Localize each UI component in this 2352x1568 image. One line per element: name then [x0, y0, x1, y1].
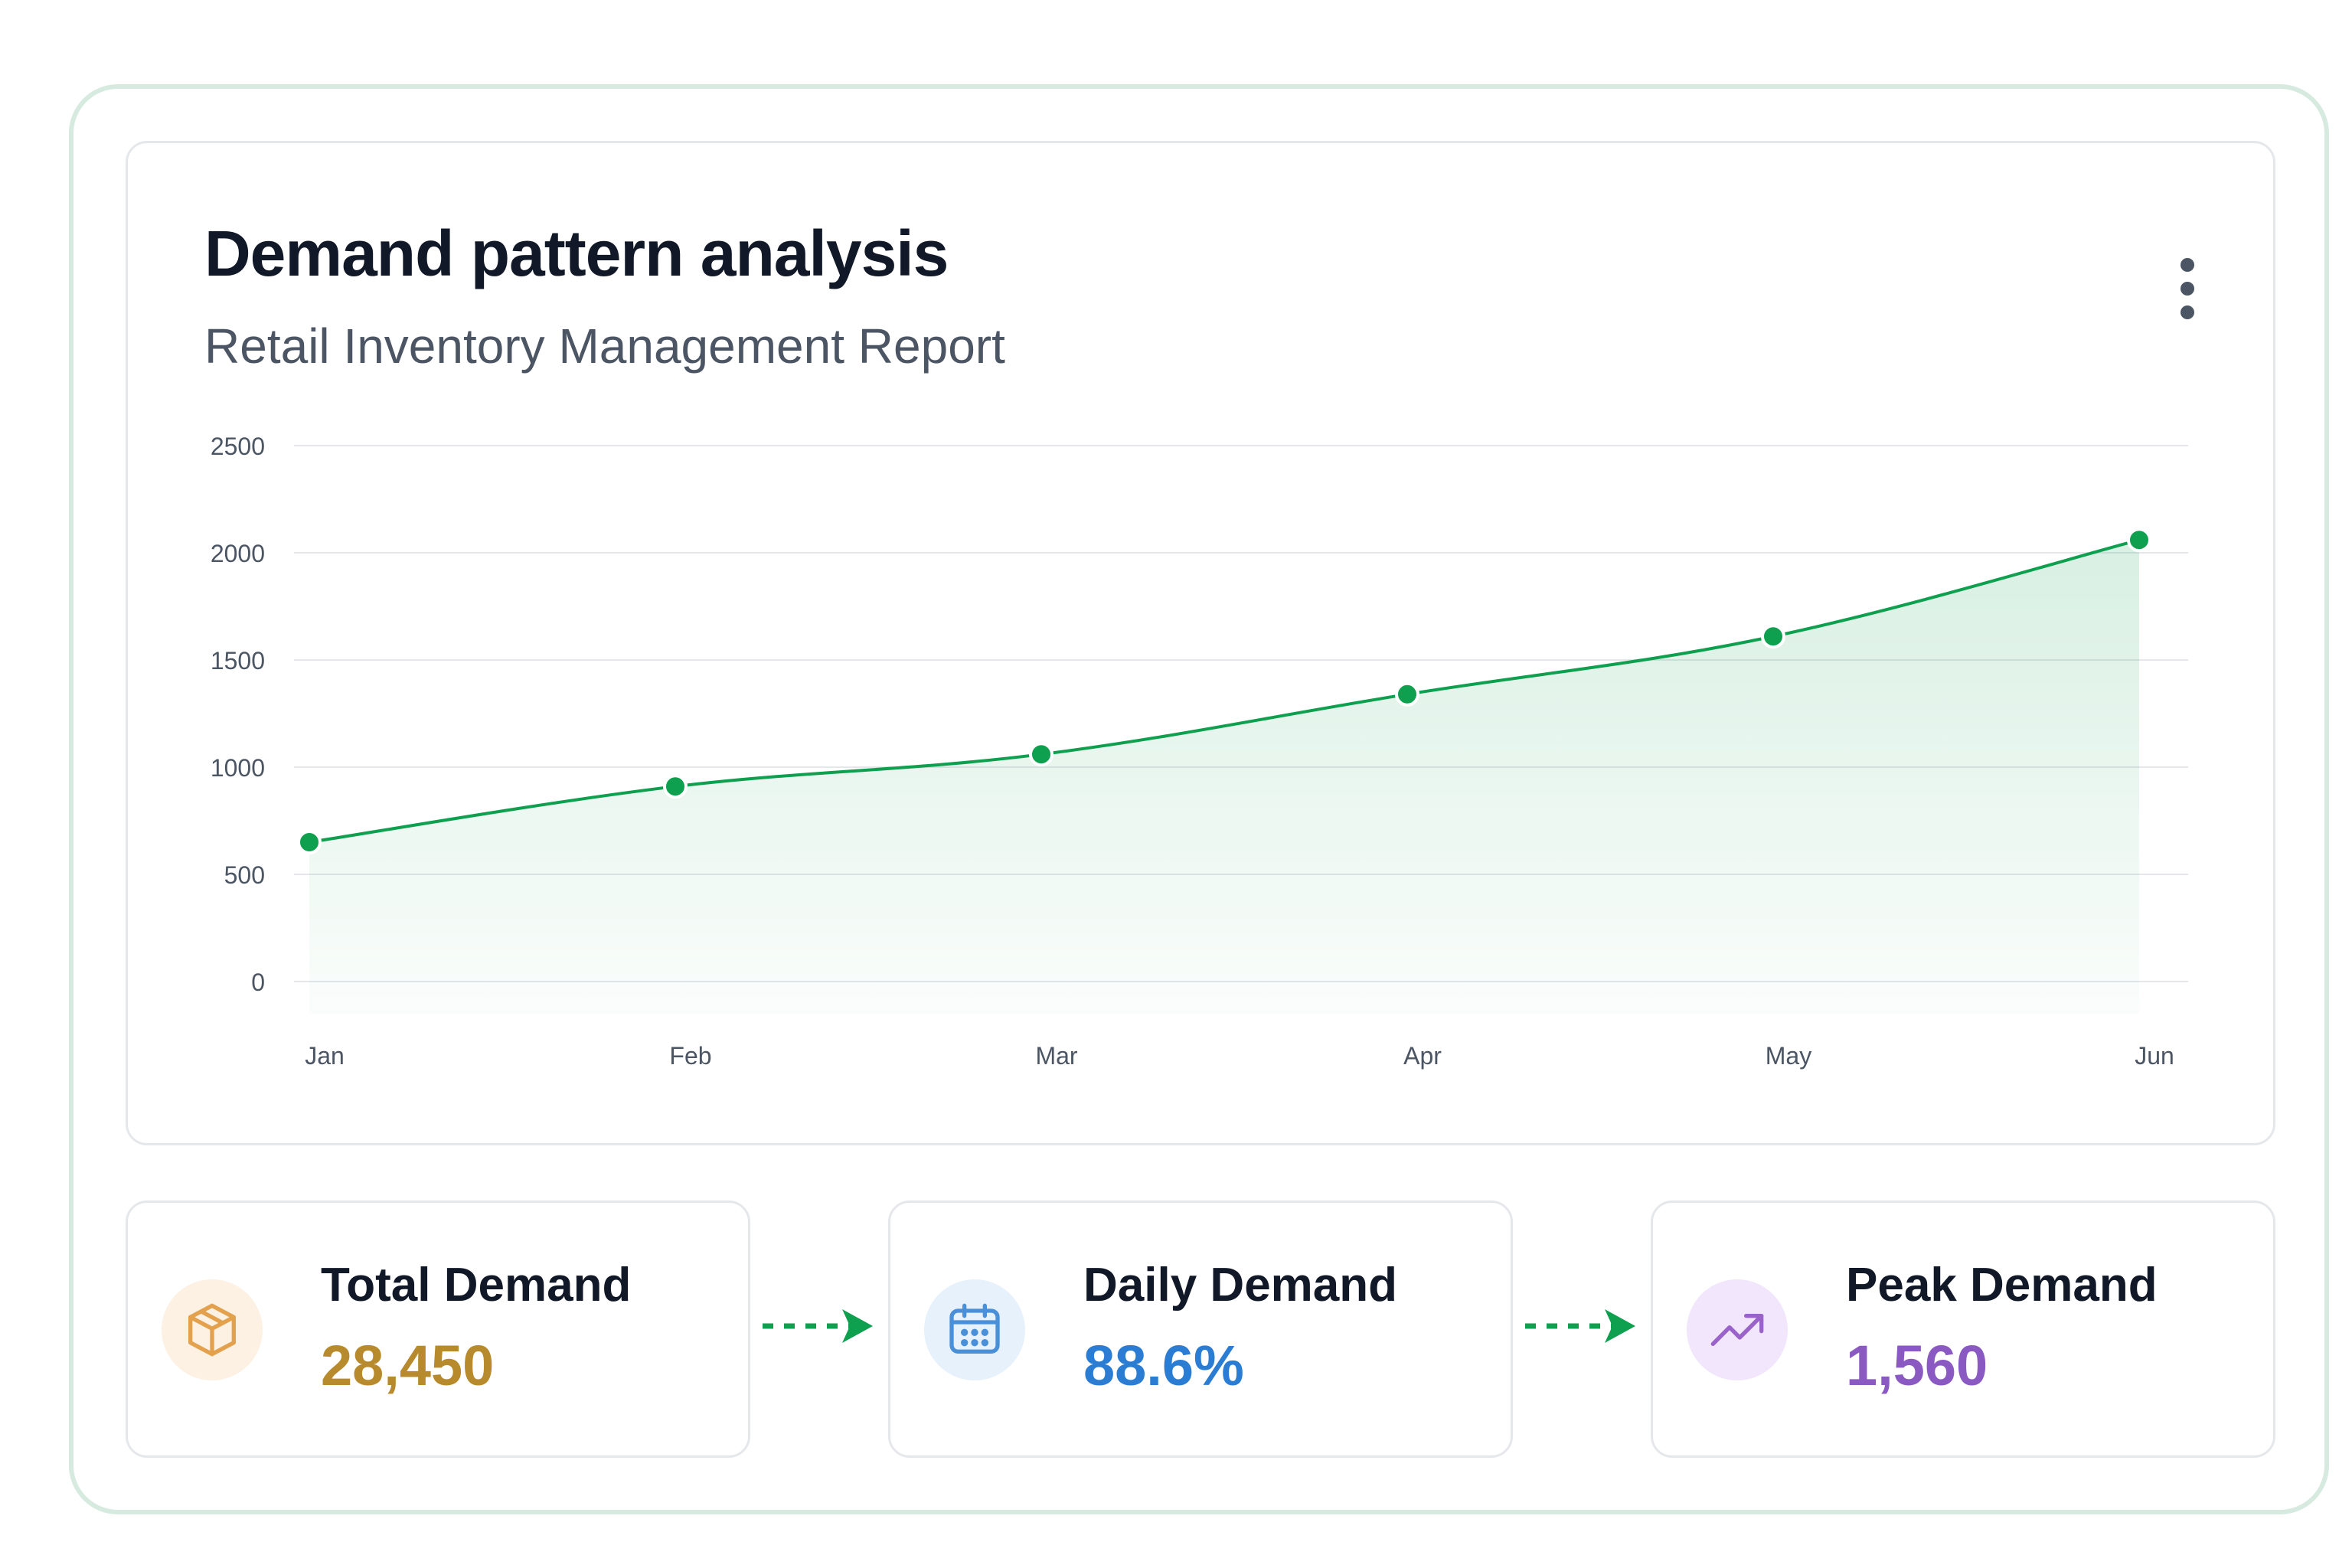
menu-dot: [2180, 305, 2194, 319]
stat-label: Peak Demand: [1846, 1259, 2158, 1312]
trending-up-icon: [1687, 1279, 1788, 1380]
card-subtitle: Retail Inventory Management Report: [204, 318, 1005, 374]
menu-dot: [2180, 258, 2194, 272]
stat-card-peak-demand: Peak Demand 1,560: [1651, 1200, 2275, 1458]
flow-arrow-icon: [1525, 1309, 1635, 1343]
flow-arrow-icon: [763, 1309, 873, 1343]
stat-value: 28,450: [321, 1334, 495, 1397]
menu-dot: [2180, 282, 2194, 296]
chart-card: Demand pattern analysis Retail Inventory…: [126, 141, 2275, 1145]
more-vertical-icon[interactable]: [2164, 250, 2210, 327]
package-icon: [162, 1279, 263, 1380]
stat-value: 1,560: [1846, 1334, 1988, 1397]
stat-value: 88.6%: [1083, 1334, 1244, 1397]
stat-label: Total Demand: [321, 1259, 632, 1312]
stat-label: Daily Demand: [1083, 1259, 1398, 1312]
stat-card-total-demand: Total Demand 28,450: [126, 1200, 750, 1458]
calendar-icon: [924, 1279, 1025, 1380]
card-title: Demand pattern analysis: [204, 217, 949, 289]
stat-card-daily-demand: Daily Demand 88.6%: [888, 1200, 1513, 1458]
